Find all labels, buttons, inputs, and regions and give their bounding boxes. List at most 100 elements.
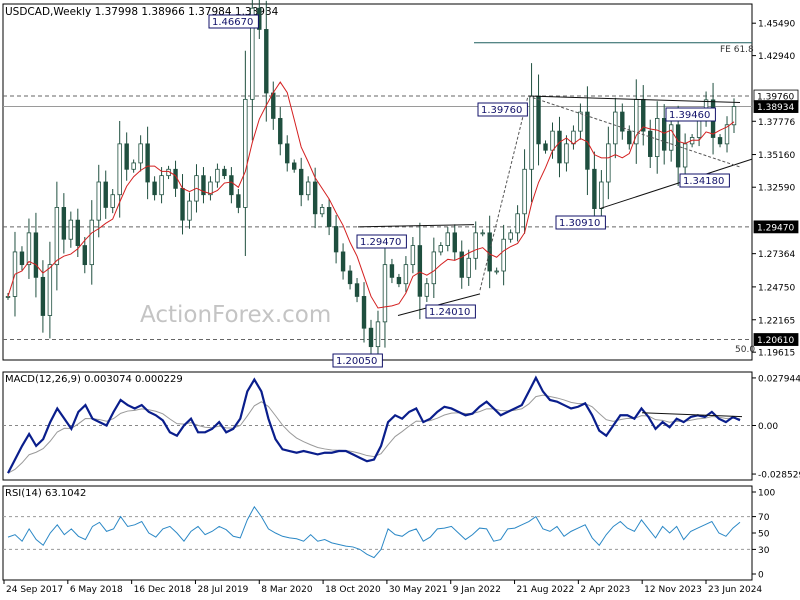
- price-candle-body: [668, 124, 674, 151]
- macd-title: MACD(12,26,9) 0.003074 0.000229: [5, 374, 183, 385]
- pivot-label-13091: 1.30910: [559, 218, 600, 229]
- price-candle-body: [54, 207, 60, 266]
- price-candle-body: [243, 98, 248, 208]
- price-candle-body: [368, 327, 374, 348]
- pivot-label-12401: 1.24010: [429, 307, 470, 318]
- price-y-tick-label: 1.32590: [758, 184, 795, 194]
- pivot-label-12401-box: [425, 304, 476, 319]
- price-candle-body: [438, 245, 444, 253]
- price-y-tick-label: 1.45490: [758, 20, 795, 30]
- price-candle-body: [319, 207, 325, 215]
- price-candle-body: [661, 118, 667, 151]
- fib-50-label: 50.0: [735, 345, 755, 355]
- price-candle-body: [592, 168, 597, 209]
- price-candle-body: [159, 175, 164, 196]
- pivot-label-13418-box: [679, 173, 730, 188]
- price-candle-body: [82, 245, 87, 266]
- price-candle-body: [564, 143, 569, 164]
- price-candle-body: [271, 92, 276, 119]
- macd-trendline: [641, 412, 743, 418]
- price-candle-body: [557, 130, 562, 164]
- price-candle-body: [682, 143, 688, 168]
- price-candle-body: [61, 207, 67, 240]
- price-candle-body: [515, 213, 520, 234]
- price-candle-body: [452, 232, 457, 253]
- price-candle-body: [648, 130, 653, 157]
- price-candle-body: [292, 162, 297, 170]
- price-tag-label: 1.20610: [757, 336, 794, 346]
- macd-y-tick-label: -0.028529: [758, 471, 800, 481]
- pivot-label-13946: 1.39460: [669, 110, 710, 121]
- time-axis-label: 12 Nov 2023: [644, 585, 702, 595]
- price-candle-body: [75, 219, 81, 246]
- time-axis-label: 6 May 2018: [70, 585, 123, 595]
- price-candle-body: [145, 143, 150, 183]
- time-axis-label: 24 Sep 2017: [6, 585, 63, 595]
- rising-support-trendline: [599, 158, 753, 210]
- price-candle-body: [124, 143, 129, 170]
- price-candle-body: [717, 137, 723, 145]
- price-candle-body: [655, 118, 660, 157]
- rsi-panel: RSI(14) 63.1042 100 70 50 30 0: [3, 488, 775, 581]
- price-candle-body: [236, 194, 241, 208]
- price-y-tick-label: 1.22165: [758, 316, 795, 326]
- price-panel: USDCAD,Weekly 1.37998 1.38966 1.37984 1.…: [3, 0, 799, 368]
- price-y-tick-label: 1.24750: [758, 283, 795, 293]
- price-tag-box: [753, 100, 799, 113]
- price-candle-body: [529, 95, 534, 170]
- price-candle-body: [96, 181, 101, 221]
- price-candle-body: [536, 95, 541, 145]
- price-tag-label: 1.38934: [757, 103, 794, 113]
- price-tag-label: 1.29470: [757, 223, 794, 233]
- price-candle-body: [19, 251, 25, 266]
- price-candle-body: [326, 207, 332, 227]
- macd-y-tick-label: 0.00: [758, 422, 778, 432]
- time-axis-label: 2 Apr 2023: [580, 585, 630, 595]
- price-candle-body: [110, 194, 115, 208]
- price-y-tick-label: 1.27364: [758, 250, 795, 260]
- price-candle-body: [634, 98, 639, 145]
- pivot-label-12947: 1.29470: [360, 237, 401, 248]
- price-candle-body: [731, 106, 737, 126]
- rsi-y-tick-label: 100: [758, 489, 775, 499]
- price-candle-body: [340, 251, 346, 272]
- price-candle-body: [354, 283, 360, 297]
- time-axis-label: 30 May 2021: [389, 585, 448, 595]
- moving-average-line: [7, 81, 735, 309]
- time-axis: 24 Sep 2017 6 May 2018 16 Dec 2018 28 Jul 2…: [3, 580, 762, 595]
- pivot-label-13946-box: [665, 107, 716, 122]
- pivot-label-13091-box: [555, 215, 606, 230]
- macd-y-tick-label: 0.027944: [758, 374, 800, 384]
- pivot-label-13976: 1.39760: [481, 105, 522, 116]
- macd-line: [7, 375, 741, 474]
- panel-frames: [2, 3, 753, 581]
- pivot-label-14667-box: [208, 14, 259, 29]
- projection-dotted-line: [479, 95, 529, 291]
- price-candle-body: [152, 181, 157, 196]
- price-candle-body: [424, 283, 430, 297]
- price-candle-body: [494, 270, 499, 273]
- price-candle-body: [620, 111, 625, 132]
- price-candle-body: [578, 111, 583, 132]
- watermark: ActionForex.com: [140, 302, 331, 328]
- price-candle-body: [201, 175, 206, 196]
- price-candle-body: [613, 111, 618, 145]
- price-candle-body: [599, 181, 604, 209]
- price-candle-body: [501, 238, 506, 272]
- price-candle-body: [508, 232, 513, 240]
- rsi-y-tick-label: 70: [758, 513, 770, 523]
- top-resistance-trendline: [527, 95, 741, 104]
- price-candle-body: [466, 257, 471, 278]
- price-candle-body: [375, 321, 381, 348]
- price-tag-box: [753, 220, 799, 234]
- price-candle-body: [47, 264, 53, 316]
- price-candle-body: [68, 219, 74, 240]
- price-candle-body: [445, 232, 450, 246]
- pivot-label-12005-box: [332, 353, 383, 368]
- price-y-tick-label: 1.37776: [758, 118, 795, 128]
- price-candle-body: [89, 219, 94, 266]
- rsi-y-tick-label: 0: [758, 571, 764, 581]
- time-axis-label: 16 Dec 2018: [134, 585, 192, 595]
- price-y-tick-label: 1.35160: [758, 151, 795, 161]
- pivot-label-13418: 1.34180: [683, 176, 724, 187]
